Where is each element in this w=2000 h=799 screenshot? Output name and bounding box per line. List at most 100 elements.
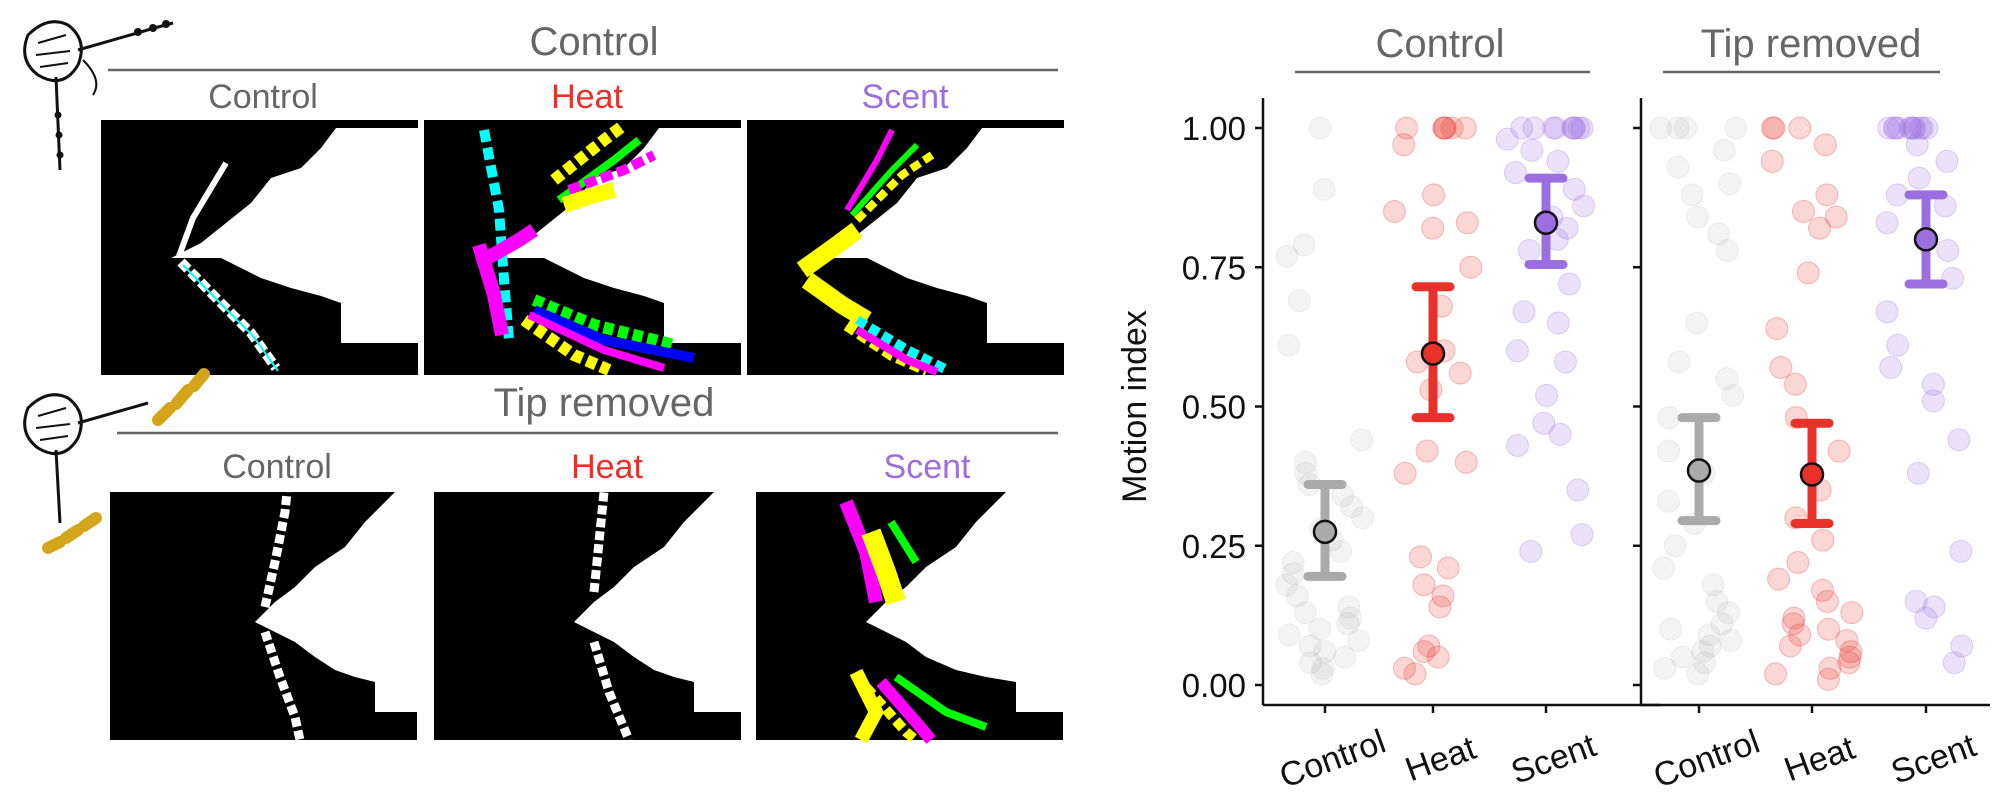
data-point <box>1837 651 1861 675</box>
data-point <box>1553 350 1577 374</box>
data-point <box>1337 595 1361 619</box>
data-point <box>1453 116 1477 140</box>
data-point <box>1936 239 1960 263</box>
data-point <box>1459 255 1483 279</box>
row-2-panel-1-label: Control <box>222 448 332 486</box>
data-point <box>1697 623 1721 647</box>
data-point <box>1532 411 1556 435</box>
data-point <box>1572 194 1596 218</box>
data-point <box>1562 116 1586 140</box>
y-axis-label: Motion index <box>1116 310 1154 503</box>
data-point <box>1707 222 1731 246</box>
data-point <box>1548 422 1572 446</box>
data-point <box>1432 116 1456 140</box>
motion-index-chart: Motion index 0.00 0.25 0.50 0.75 1.00 Control C… <box>1116 22 1990 796</box>
data-point <box>1764 662 1788 686</box>
data-point <box>1308 116 1332 140</box>
data-point <box>1541 116 1565 140</box>
mean-point-control <box>1686 458 1712 483</box>
row-1-panel-3-label: Scent <box>862 78 949 116</box>
data-point <box>1403 662 1427 686</box>
data-point <box>1417 634 1441 658</box>
data-point <box>1312 177 1336 201</box>
data-point <box>1815 183 1839 207</box>
row-1-panel-2-label: Heat <box>551 78 623 116</box>
data-point <box>1663 534 1687 558</box>
data-point <box>1350 428 1374 452</box>
data-point <box>1408 545 1432 569</box>
data-point <box>1557 272 1581 296</box>
data-point <box>1293 601 1317 625</box>
data-point <box>1788 623 1812 647</box>
data-point <box>1455 211 1479 235</box>
data-point <box>1886 333 1910 357</box>
data-point <box>1816 617 1840 641</box>
data-point <box>1293 450 1317 474</box>
data-point <box>1426 645 1450 669</box>
data-point <box>1656 489 1680 513</box>
row-1-panels: Control Heat Scent <box>101 78 1065 376</box>
data-point <box>1905 133 1929 157</box>
data-point <box>1818 656 1842 680</box>
data-point <box>1904 589 1928 613</box>
data-point <box>1839 640 1863 664</box>
data-point <box>1724 116 1748 140</box>
y-tick-label-2: 0.50 <box>1182 389 1246 426</box>
data-point <box>1311 656 1335 680</box>
data-point <box>1691 640 1715 664</box>
data-point <box>1915 116 1939 140</box>
data-point <box>1950 634 1974 658</box>
data-point <box>1428 595 1452 619</box>
data-point <box>1782 606 1806 630</box>
data-point <box>1712 138 1736 162</box>
data-point <box>1347 628 1371 652</box>
row-2-panels: Control Heat Scent <box>110 448 1063 744</box>
data-point <box>1566 478 1590 502</box>
data-point <box>1686 662 1710 686</box>
facet-2: Tip removed Control Heat Scent <box>1633 22 1990 796</box>
data-point <box>1781 612 1805 636</box>
data-point <box>1715 367 1739 391</box>
data-point <box>1561 116 1585 140</box>
data-point <box>1336 612 1360 636</box>
data-point <box>1415 439 1439 463</box>
mean-point-heat <box>1420 341 1446 366</box>
data-point <box>1899 116 1923 140</box>
data-point <box>1421 216 1445 240</box>
data-point <box>1811 528 1835 552</box>
data-point <box>1333 645 1357 669</box>
data-point <box>1942 651 1966 675</box>
data-point <box>1666 116 1690 140</box>
data-point <box>1879 356 1903 380</box>
data-point <box>1719 628 1743 652</box>
data-point <box>1570 116 1594 140</box>
data-point <box>1433 116 1457 140</box>
data-point <box>1495 127 1519 151</box>
data-point <box>1947 428 1971 452</box>
data-point <box>1813 133 1837 157</box>
data-point <box>1693 651 1717 675</box>
data-point <box>1686 205 1710 229</box>
data-point <box>1395 116 1419 140</box>
data-point <box>1824 205 1848 229</box>
data-point <box>1717 601 1741 625</box>
data-point <box>1721 383 1745 407</box>
data-point <box>1685 311 1709 335</box>
data-point <box>1436 556 1460 580</box>
data-point <box>1393 461 1417 485</box>
data-point <box>1392 656 1416 680</box>
data-point <box>1875 211 1899 235</box>
mean-point-heat <box>1799 462 1825 487</box>
facet-1-title: Control <box>1376 22 1505 66</box>
data-point <box>1281 550 1305 574</box>
row-1-header: Control <box>23 20 1058 171</box>
data-point <box>1670 645 1694 669</box>
data-point <box>1705 589 1729 613</box>
mean-point-scent <box>1533 210 1559 235</box>
y-tick-label-4: 1.00 <box>1182 110 1246 147</box>
data-point <box>1649 116 1673 140</box>
data-point <box>1788 116 1812 140</box>
y-tick-label-0: 0.00 <box>1182 667 1246 704</box>
data-point <box>1422 183 1446 207</box>
data-point <box>1659 617 1683 641</box>
